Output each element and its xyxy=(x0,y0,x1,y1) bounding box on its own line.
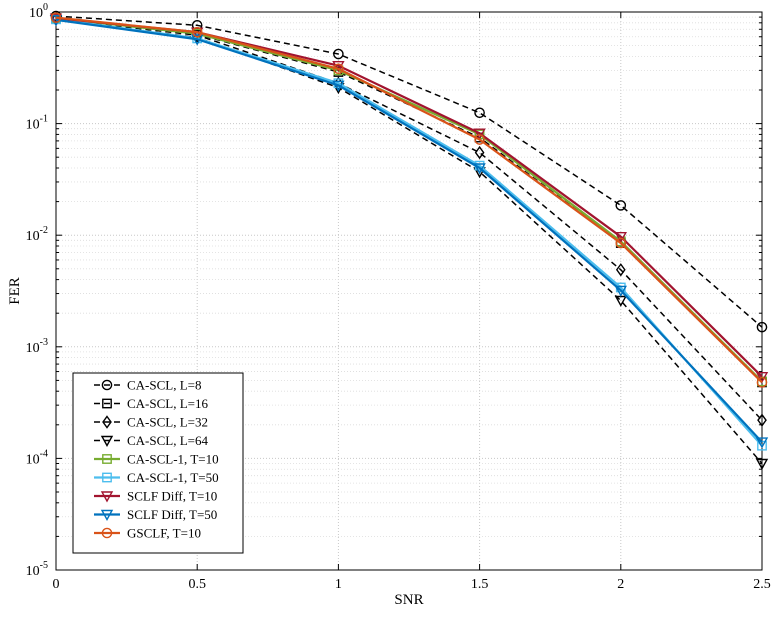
series-0 xyxy=(50,10,768,333)
data-point-marker xyxy=(615,237,627,249)
series-line xyxy=(55,17,763,383)
legend-entry-label: CA-SCL-1, T=10 xyxy=(127,452,219,467)
data-point-marker xyxy=(473,163,486,175)
data-point-marker xyxy=(755,371,769,384)
y-tick-label: 10-4 xyxy=(26,448,48,467)
data-point-marker xyxy=(615,200,627,211)
legend-marker xyxy=(101,379,113,391)
data-point-marker xyxy=(755,458,769,470)
legend-entry-label: GSCLF, T=10 xyxy=(127,526,201,541)
x-axis-label: SNR xyxy=(394,592,423,608)
y-tick-label: 10-3 xyxy=(26,337,48,356)
y-tick-label: 10-1 xyxy=(26,114,48,133)
data-point-marker xyxy=(614,285,627,297)
legend-marker xyxy=(102,472,112,483)
data-point-marker xyxy=(191,34,204,46)
y-axis-label: FER xyxy=(7,277,23,305)
series-7 xyxy=(49,15,769,449)
data-point-marker xyxy=(49,15,63,27)
x-tick-label: 1 xyxy=(335,577,342,592)
plot-area-frame xyxy=(55,11,763,571)
legend-marker xyxy=(102,415,112,429)
data-point-marker xyxy=(474,145,485,160)
legend-entry-label: CA-SCL, L=16 xyxy=(127,396,209,411)
data-point-marker xyxy=(756,377,768,388)
y-tick-label: 10-2 xyxy=(26,225,48,244)
legend-entry-label: CA-SCL, L=32 xyxy=(127,415,208,430)
data-point-marker xyxy=(755,437,769,449)
y-tick-label: 10-5 xyxy=(26,560,48,579)
x-tick-label: 0.5 xyxy=(188,577,206,592)
legend-marker xyxy=(100,435,114,447)
legend-entry-label: CA-SCL, L=8 xyxy=(127,378,202,393)
legend-marker xyxy=(102,398,112,409)
x-tick-label: 0 xyxy=(53,577,60,592)
legend-entry-label: SCLF Diff, T=50 xyxy=(127,507,217,522)
series-line xyxy=(55,19,763,464)
data-point-marker xyxy=(50,12,62,23)
legend-marker xyxy=(102,454,112,464)
data-point-marker xyxy=(333,63,344,75)
data-point-marker xyxy=(191,26,203,38)
y-tick-labels: 100 10-1 10-2 10-3 10-4 10-5 xyxy=(26,2,48,579)
legend-box xyxy=(72,372,244,554)
data-point-marker xyxy=(614,231,627,244)
data-point-marker xyxy=(473,128,486,140)
legend-marker xyxy=(100,509,114,521)
x-tick-labels: 0 0.5 1 1.5 2 2.5 xyxy=(53,577,771,592)
data-point-marker xyxy=(756,321,768,333)
series-line xyxy=(55,18,763,443)
data-point-marker xyxy=(333,48,344,60)
data-point-marker xyxy=(332,80,345,92)
x-tick-label: 1.5 xyxy=(471,577,489,592)
data-point-marker xyxy=(615,263,626,277)
x-tick-label: 2.5 xyxy=(753,577,771,592)
y-tick-label: 100 xyxy=(29,2,48,21)
data-point-marker xyxy=(332,61,345,73)
series-line xyxy=(55,15,763,328)
legend-marker xyxy=(100,491,114,503)
data-point-marker xyxy=(757,413,767,427)
legend-entry-label: SCLF Diff, T=10 xyxy=(127,489,217,504)
legend-entry-label: CA-SCL, L=64 xyxy=(127,433,209,448)
series-8 xyxy=(50,12,768,388)
legend-entry-label: CA-SCL-1, T=50 xyxy=(127,470,219,485)
series-layer xyxy=(49,10,769,470)
data-point-marker xyxy=(474,107,485,119)
legend: CA-SCL, L=8 CA-SCL, L=16 CA-SCL, L=32 CA-SC… xyxy=(72,372,244,554)
legend-marker xyxy=(101,527,113,539)
data-point-marker xyxy=(474,134,485,145)
x-tick-label: 2 xyxy=(617,577,624,592)
series-line xyxy=(55,16,763,384)
